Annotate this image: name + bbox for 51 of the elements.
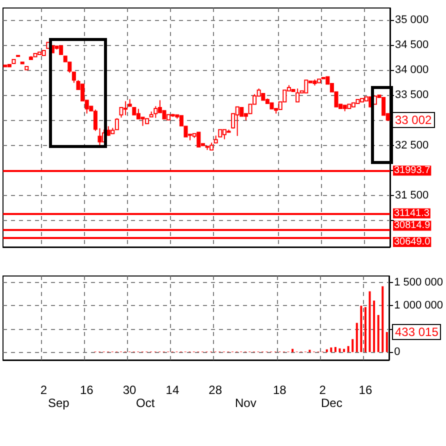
text: Nov [235, 396, 256, 410]
candlestick [106, 126, 110, 136]
ref-line-label: 31141.3 [394, 208, 430, 219]
x-tick-label: 2 [319, 383, 326, 397]
text: Oct [136, 396, 155, 410]
bar [360, 306, 362, 352]
text: Dec [321, 396, 342, 410]
y-tick-label: 35 000 [395, 14, 429, 26]
candlestick [114, 118, 119, 130]
bar [326, 349, 328, 352]
x-tick-label: 16 [358, 383, 372, 397]
x-tick-label: 18 [273, 383, 287, 397]
candlestick [304, 80, 308, 94]
bar [386, 332, 388, 352]
bar [377, 314, 380, 352]
x-tick-label: 14 [166, 383, 180, 397]
bar [382, 286, 384, 352]
text: Sep [48, 396, 70, 410]
bar [356, 322, 358, 352]
candlestick [154, 106, 158, 118]
ref-line-label: 31993.7 [394, 165, 431, 176]
bar [364, 307, 366, 352]
x-tick-label: 16 [80, 383, 94, 397]
x-tick-label: 28 [208, 383, 222, 397]
bar [373, 300, 376, 352]
bar [334, 347, 336, 352]
candlestick [98, 128, 102, 148]
text: 433 015 [392, 324, 442, 340]
candlestick [235, 106, 240, 136]
y-tick-label: 0 [394, 346, 400, 358]
candlestick [196, 132, 201, 148]
y-tick-label: 34 000 [395, 64, 429, 76]
ref-line-label: 30649.0 [394, 236, 431, 248]
bar [330, 347, 332, 352]
annotation: 33 002 [392, 112, 435, 128]
y-tick-label: 34 500 [395, 39, 429, 52]
bar [352, 339, 354, 352]
bar [292, 348, 294, 352]
x-tick-label: 30 [122, 383, 137, 397]
y-tick-label: 33 500 [395, 89, 429, 102]
bar [343, 348, 346, 352]
y-tick-label: 32 500 [395, 139, 429, 152]
y-tick-label: 1 000 000 [394, 300, 443, 312]
candlestick [93, 109, 98, 132]
bar [368, 291, 371, 352]
y-tick-label: 31 500 [395, 189, 429, 202]
ref-line-label: 30814.9 [394, 220, 431, 232]
y-tick-label: 1 500 000 [394, 276, 443, 288]
bar [347, 346, 350, 352]
x-tick-label: 2 [40, 383, 48, 397]
bar [338, 348, 341, 352]
